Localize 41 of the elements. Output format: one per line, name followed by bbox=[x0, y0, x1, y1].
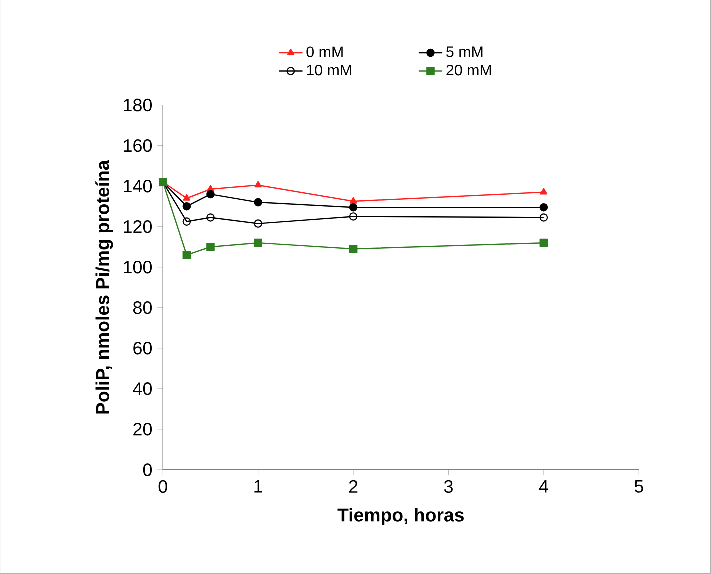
point bbox=[182, 251, 192, 260]
point bbox=[206, 242, 215, 252]
x-tick-label: 1 bbox=[254, 480, 262, 493]
y-tick-label: 0 bbox=[143, 464, 152, 476]
y-tick-label: 60 bbox=[134, 342, 152, 355]
point bbox=[182, 202, 192, 211]
y-tick-label: 140 bbox=[124, 180, 152, 193]
x-tick-label: 5 bbox=[634, 480, 644, 493]
legend-label: 10 mM bbox=[307, 64, 352, 76]
x-axis-title: Tiempo, horas bbox=[338, 508, 464, 526]
x-tick-label: 0 bbox=[158, 480, 168, 494]
point bbox=[540, 238, 548, 248]
legend-label: 5 mM bbox=[446, 46, 483, 58]
y-tick-label: 20 bbox=[134, 423, 152, 436]
y-tick-label: 80 bbox=[134, 301, 152, 314]
point bbox=[182, 218, 192, 226]
point bbox=[350, 197, 358, 204]
point bbox=[349, 203, 358, 212]
point bbox=[254, 198, 262, 207]
point bbox=[349, 212, 358, 221]
point bbox=[540, 214, 548, 222]
point bbox=[540, 188, 548, 195]
point bbox=[206, 190, 215, 199]
x-tick-label: 3 bbox=[444, 480, 453, 494]
point bbox=[254, 220, 262, 228]
point bbox=[254, 181, 262, 188]
legend-label: 20 mM bbox=[446, 64, 492, 76]
y-tick-label: 40 bbox=[133, 382, 152, 396]
x-tick-label: 2 bbox=[349, 480, 358, 493]
x-tick-label: 4 bbox=[539, 480, 548, 493]
y-tick-label: 160 bbox=[124, 139, 152, 152]
point bbox=[254, 238, 262, 248]
point bbox=[183, 194, 191, 201]
y-tick-label: 180 bbox=[124, 98, 152, 112]
y-axis-title: PoliP, nmoles Pi/mg proteína bbox=[96, 160, 114, 414]
point bbox=[349, 244, 358, 254]
y-tick-label: 120 bbox=[124, 220, 152, 234]
legend-label: 0 mM bbox=[306, 46, 343, 58]
point bbox=[540, 203, 548, 212]
y-tick-label: 100 bbox=[124, 260, 152, 274]
point bbox=[206, 214, 215, 222]
